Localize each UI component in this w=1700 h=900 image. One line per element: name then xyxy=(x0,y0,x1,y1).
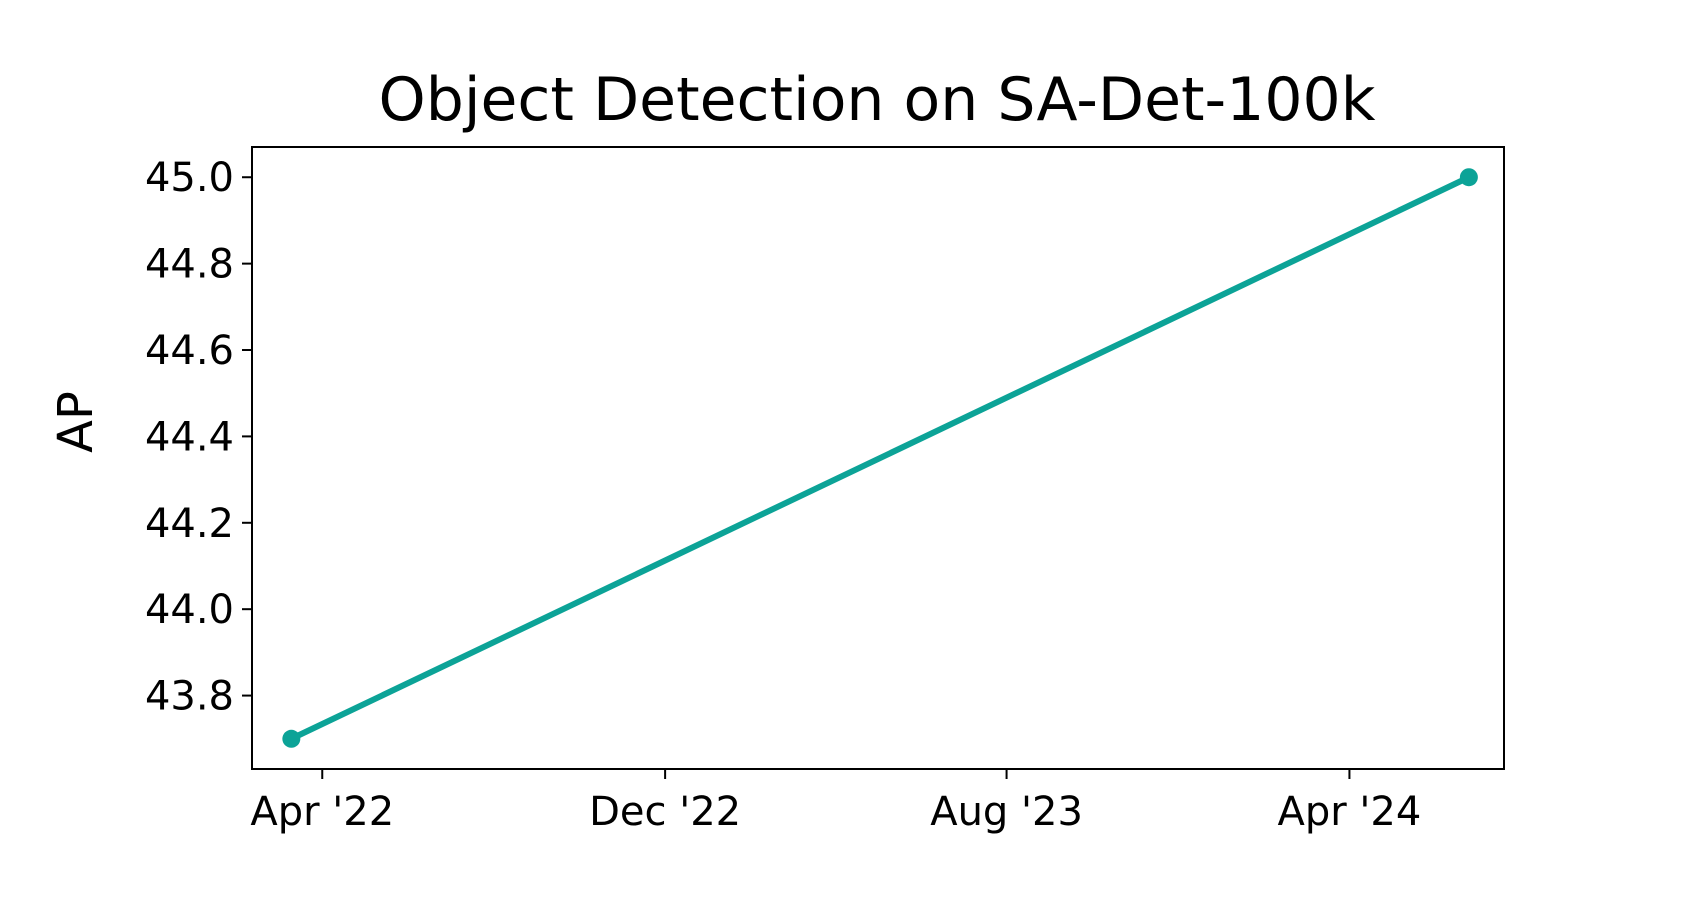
series-layer xyxy=(282,168,1478,748)
x-tick-label: Aug '23 xyxy=(930,789,1083,835)
y-tick-label: 45.0 xyxy=(145,155,234,201)
y-tick-label: 44.4 xyxy=(145,414,234,460)
x-axis-ticks: Apr '22 Dec '22 Aug '23 Apr '24 xyxy=(250,769,1421,835)
data-point xyxy=(282,729,301,748)
y-axis-ticks: 43.8 44.0 44.2 44.4 44.6 44.8 45.0 xyxy=(145,155,252,720)
x-tick-label: Apr '24 xyxy=(1278,789,1422,835)
y-tick-label: 44.8 xyxy=(145,242,234,288)
plot-frame xyxy=(251,146,1505,770)
chart-title: Object Detection on SA-Det-100k xyxy=(379,65,1376,135)
y-tick-label: 44.6 xyxy=(145,328,234,374)
data-point xyxy=(1459,168,1478,187)
y-axis-label: AP xyxy=(48,391,104,453)
x-tick-label: Apr '22 xyxy=(250,789,394,835)
series-line xyxy=(288,174,1472,742)
y-tick-label: 43.8 xyxy=(145,674,234,720)
y-tick-label: 44.0 xyxy=(145,587,234,633)
y-tick-label: 44.2 xyxy=(145,501,234,547)
x-tick-label: Dec '22 xyxy=(589,789,741,835)
